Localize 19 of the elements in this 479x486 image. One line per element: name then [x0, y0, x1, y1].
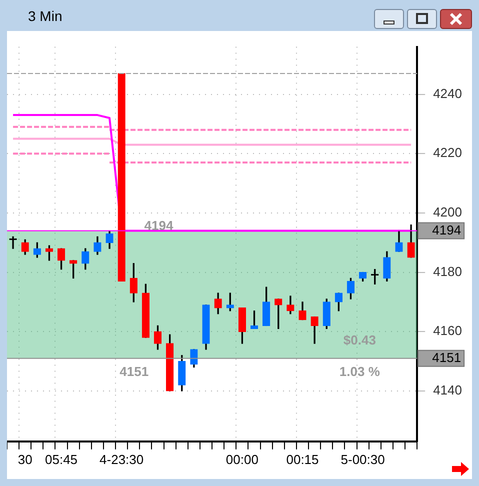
annotation: 4194	[144, 218, 174, 233]
y-tick-label: 4140	[433, 382, 462, 398]
x-tick-label: 05:45	[45, 452, 78, 467]
x-tick-label: 4-23:30	[100, 452, 144, 467]
ref-line-label: 4151	[432, 350, 462, 365]
y-tick-label: 4180	[433, 264, 462, 279]
x-tick-label: 00:15	[286, 452, 319, 467]
chart-title: 3 Min	[28, 8, 62, 24]
y-tick-label: 4160	[433, 323, 462, 338]
annotation: 4151	[120, 364, 149, 379]
annotation: 1.03 %	[339, 364, 380, 379]
x-tick-label: 5-00:30	[340, 452, 385, 467]
x-tick-label: 00:00	[226, 452, 258, 467]
y-tick-label: 4240	[433, 86, 462, 101]
y-tick-label: 4200	[433, 204, 462, 220]
ref-line-label: 4194	[432, 222, 462, 238]
y-tick-label: 4220	[433, 145, 462, 160]
annotation: $0.43	[343, 332, 376, 348]
x-tick-label: 30	[18, 452, 32, 467]
